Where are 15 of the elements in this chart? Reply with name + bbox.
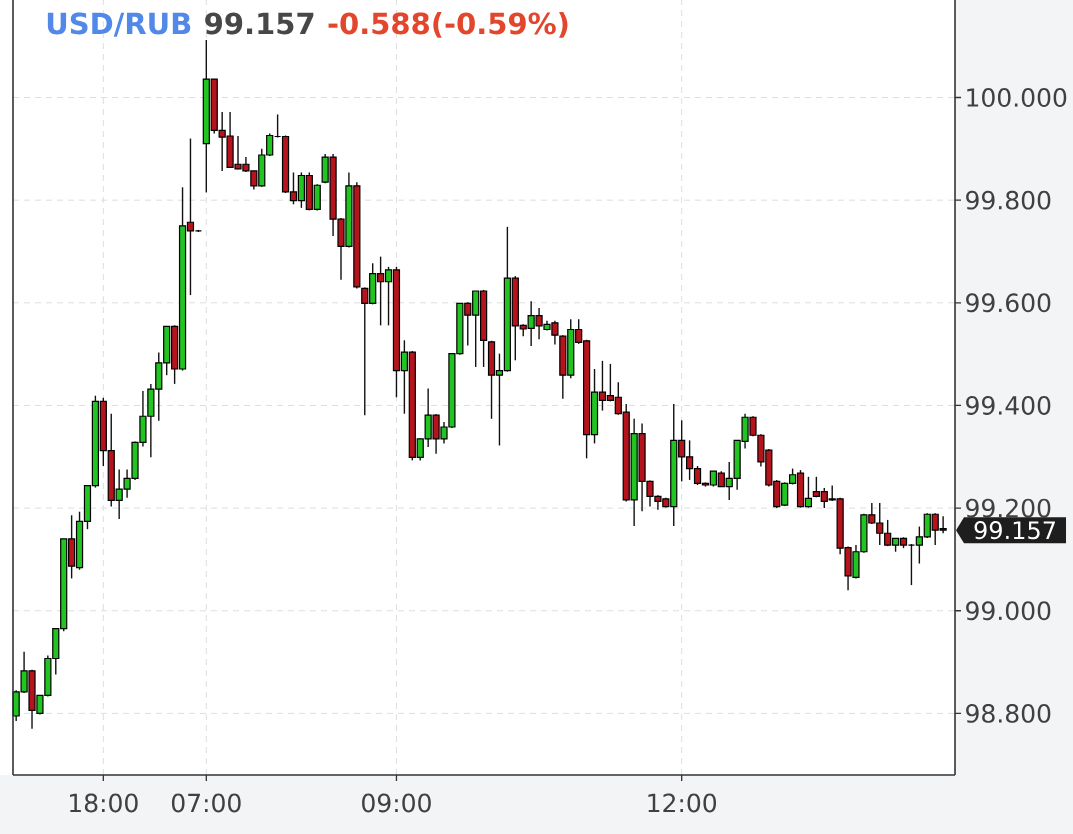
y-tick-label: 100.000 bbox=[967, 88, 1067, 107]
x-tick-label: 12:00 bbox=[648, 793, 717, 813]
y-tick-label: 99.200 bbox=[966, 498, 1051, 518]
chart-title: USD/RUB bbox=[47, 12, 191, 37]
y-tick-label: 99.400 bbox=[966, 396, 1051, 415]
y-tick-label: 99.000 bbox=[966, 601, 1051, 621]
chart-subtitle: 99.157 bbox=[205, 12, 314, 35]
x-tick-label: 18:00 bbox=[70, 793, 138, 813]
x-tick-label: 07:00 bbox=[171, 793, 241, 813]
y-tick-label: 98.800 bbox=[966, 703, 1051, 723]
y-tick-label: 99.800 bbox=[966, 190, 1051, 210]
y-tick-label: 99.600 bbox=[966, 293, 1051, 313]
annotation: -0.588(-0.59%) bbox=[328, 11, 568, 38]
text: 99.157 bbox=[974, 521, 1055, 540]
x-tick-label: 09:00 bbox=[362, 793, 431, 813]
